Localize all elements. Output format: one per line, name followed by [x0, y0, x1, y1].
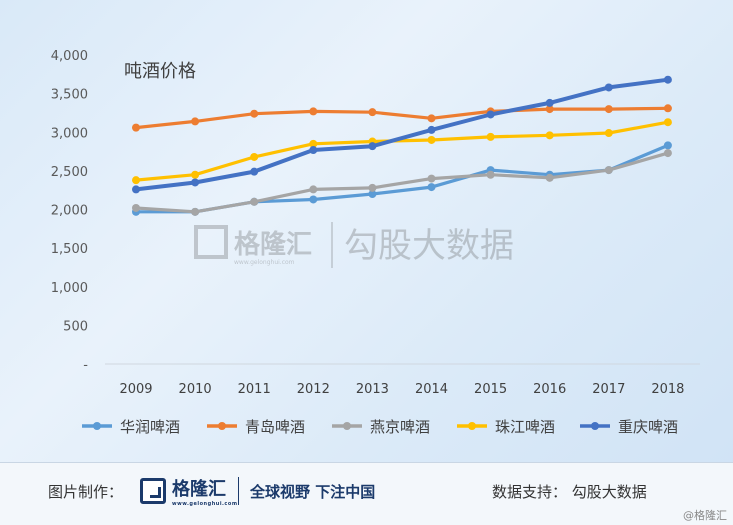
data-point	[604, 129, 613, 138]
data-point	[427, 174, 436, 183]
x-tick-label: 2017	[592, 382, 625, 397]
y-tick-label: 3,000	[51, 126, 88, 141]
data-point	[486, 110, 495, 119]
watermark-logo-icon	[194, 225, 228, 259]
legend-label: 珠江啤酒	[495, 418, 555, 436]
x-tick-label: 2011	[238, 382, 271, 397]
data-point	[191, 117, 200, 126]
watermark-brand-url: www.gelonghui.com	[234, 259, 295, 266]
x-tick-label: 2014	[415, 382, 448, 397]
data-point	[604, 105, 613, 114]
data-point	[663, 75, 672, 84]
data-point	[368, 183, 377, 192]
series-line	[134, 106, 670, 130]
data-point	[604, 166, 613, 175]
data-point	[663, 104, 672, 113]
data-point	[368, 108, 377, 117]
data-point	[663, 149, 672, 158]
x-tick-label: 2018	[651, 382, 684, 397]
data-point	[545, 173, 554, 182]
y-tick-label: 1,000	[51, 281, 88, 296]
data-point	[427, 135, 436, 144]
watermark-brand: 格隆汇	[234, 229, 312, 260]
data-point	[368, 142, 377, 151]
legend-swatch-marker	[93, 422, 101, 430]
data-point	[250, 109, 259, 118]
data-point	[427, 183, 436, 192]
footer-divider	[238, 477, 239, 505]
legend-swatch-marker	[591, 422, 599, 430]
data-point	[191, 178, 200, 187]
x-tick-label: 2013	[356, 382, 389, 397]
data-point	[132, 123, 140, 132]
data-point	[427, 125, 436, 134]
legend-label: 青岛啤酒	[245, 418, 305, 436]
data-point	[427, 114, 436, 123]
data-point	[663, 141, 672, 150]
legend-label: 重庆啤酒	[618, 418, 678, 436]
chart-area: 格隆汇 www.gelonghui.com 勾股大数据 吨酒价格 - 500 1,000 1,…	[51, 49, 700, 436]
data-point	[250, 167, 259, 176]
legend-label: 燕京啤酒	[370, 418, 430, 436]
x-tick-label: 2012	[297, 382, 330, 397]
legend-swatch-marker	[468, 422, 476, 430]
y-tick-label: 3,500	[51, 88, 88, 103]
y-tick-label: -	[83, 358, 88, 373]
data-support-label: 数据支持： 勾股大数据	[492, 483, 647, 501]
data-point	[486, 132, 495, 141]
y-tick-label: 2,000	[51, 204, 88, 219]
y-tick-label: 2,500	[51, 165, 88, 180]
gelonghui-logo-icon	[140, 478, 166, 504]
legend-swatch-marker	[218, 422, 226, 430]
y-tick-label: 1,500	[51, 242, 88, 257]
data-point	[309, 146, 318, 155]
data-point	[250, 152, 259, 161]
data-point	[309, 185, 318, 194]
footer-slogan: 全球视野 下注中国	[250, 483, 376, 501]
data-point	[545, 98, 554, 107]
data-point	[191, 207, 200, 216]
x-tick-label: 2010	[179, 382, 212, 397]
x-tick-label: 2015	[474, 382, 507, 397]
data-point	[191, 170, 200, 179]
data-point	[132, 185, 140, 194]
chart-title: 吨酒价格	[124, 61, 196, 82]
y-tick-label: 500	[63, 319, 88, 334]
data-point	[309, 107, 318, 116]
footer-brand-url: www.gelonghui.com	[172, 501, 238, 507]
data-point	[663, 118, 672, 127]
legend-label: 华润啤酒	[120, 418, 180, 436]
data-point	[486, 170, 495, 179]
data-point	[309, 195, 318, 204]
footer-logo[interactable]: 格隆汇 www.gelonghui.com	[140, 475, 238, 507]
data-point	[250, 197, 259, 206]
data-point	[132, 176, 140, 185]
series-line	[134, 77, 670, 192]
footer-brand-name: 格隆汇	[172, 479, 226, 500]
data-point	[545, 105, 554, 114]
series-line	[134, 151, 670, 214]
series-line	[134, 120, 670, 182]
footer-bar: 图片制作： 格隆汇 www.gelonghui.com 全球视野 下注中国 数据…	[0, 462, 733, 525]
made-by-label: 图片制作：	[48, 483, 124, 501]
data-point	[604, 83, 613, 92]
legend-swatch-marker	[343, 422, 351, 430]
x-tick-label: 2009	[119, 382, 152, 397]
corner-watermark: @格隆汇	[683, 509, 727, 522]
data-point	[309, 139, 318, 148]
y-tick-label: 4,000	[51, 49, 88, 64]
x-tick-label: 2016	[533, 382, 566, 397]
data-point	[368, 190, 377, 199]
watermark-partner: 勾股大数据	[344, 226, 514, 266]
data-point	[545, 131, 554, 140]
data-point	[132, 203, 140, 212]
